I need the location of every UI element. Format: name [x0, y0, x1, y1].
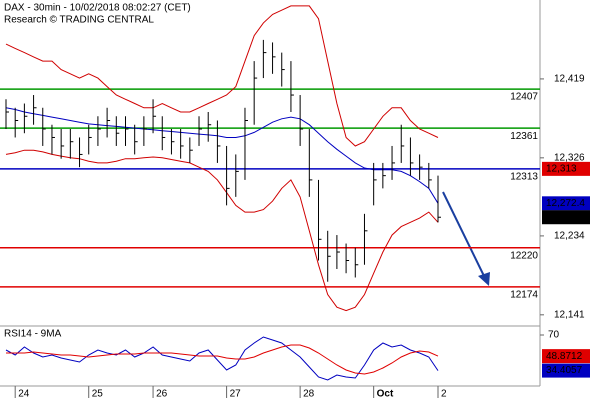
y-tick-label: 12,234	[554, 231, 585, 242]
forecast-arrowhead	[478, 272, 490, 286]
price-tag-label: 48.8712	[546, 351, 583, 362]
rsi-label: RSI14 - 9MA	[4, 329, 62, 340]
x-tick-label: 25	[92, 389, 104, 400]
price-tag-label: 12,256	[546, 212, 577, 223]
y-tick-label: 12,141	[554, 309, 585, 320]
x-tick-label: 26	[156, 389, 168, 400]
level-label: 12220	[510, 250, 538, 261]
price-tag	[542, 196, 590, 211]
y-tick-label: 12,326	[554, 152, 585, 163]
band-line	[5, 107, 439, 204]
price-tag-label: 34.4057	[546, 365, 583, 376]
chart-title: DAX - 30min - 10/02/2018 08:02:27 (CET)	[4, 3, 191, 14]
level-label: 12313	[510, 172, 538, 183]
level-label: 12174	[510, 289, 538, 300]
chart-subtitle: Research © TRADING CENTRAL	[4, 15, 154, 26]
price-tag-label: 12,272.4	[546, 198, 585, 209]
price-tag	[542, 363, 590, 378]
y-tick-label: 70	[548, 330, 560, 341]
level-label: 12407	[510, 92, 538, 103]
price-tag	[542, 349, 590, 364]
x-tick-label: 28	[303, 389, 315, 400]
rsi-line	[6, 344, 439, 375]
x-tick-label: 27	[230, 389, 242, 400]
y-tick-label: 12,419	[554, 74, 585, 85]
price-tag	[542, 210, 590, 225]
x-tick-label: 24	[18, 389, 30, 400]
forecast-arrow	[442, 191, 485, 277]
price-tag	[542, 161, 590, 176]
rsi-line	[5, 336, 439, 381]
band-line	[5, 149, 439, 312]
band-line	[5, 5, 439, 147]
x-tick-label: Oct	[377, 389, 394, 400]
level-label: 12361	[510, 131, 538, 142]
price-tag-label: 12,313	[546, 164, 577, 175]
x-tick-label: 2	[441, 389, 447, 400]
